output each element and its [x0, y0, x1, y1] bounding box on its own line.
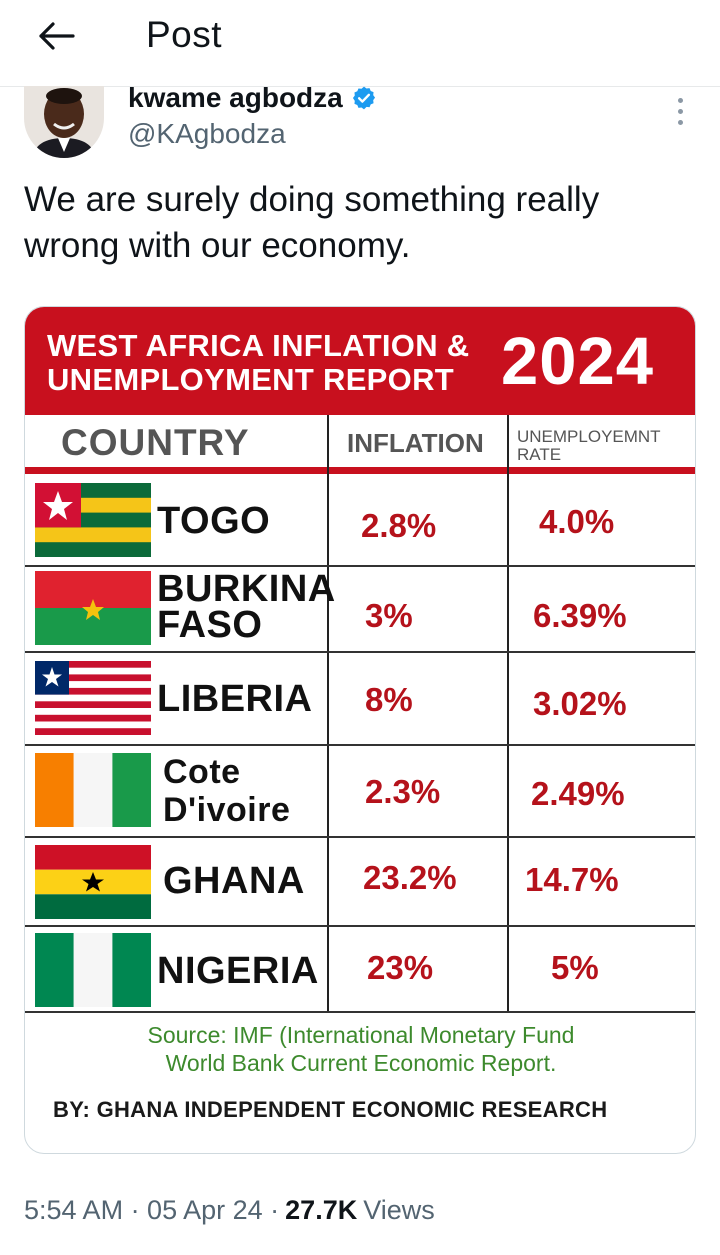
country-name: GHANA — [163, 860, 305, 902]
column-header-country: COUNTRY — [61, 422, 250, 463]
post-text: We are surely doing something really wro… — [24, 180, 600, 265]
inflation-value: 2.8% — [361, 507, 437, 544]
header-divider — [0, 86, 720, 87]
source-note: Source: IMF (International Monetary Fund… — [25, 1021, 695, 1077]
row-divider — [25, 925, 695, 927]
post-timestamp[interactable]: 5:54 AM · 05 Apr 24 · — [24, 1195, 280, 1225]
unemployment-value: 4.0% — [539, 503, 615, 540]
source-line2: World Bank Current Economic Report. — [165, 1050, 557, 1076]
burkina-faso-flag-icon — [35, 571, 151, 645]
row-divider — [25, 744, 695, 746]
infographic-title: WEST AFRICA INFLATION & UNEMPLOYMENT REP… — [47, 329, 469, 397]
unemployment-value: 6.39% — [533, 597, 627, 634]
column-header-unemployment: UNEMPLOYEMNT RATE — [517, 427, 695, 464]
avatar[interactable] — [24, 86, 104, 158]
more-options-button[interactable] — [664, 94, 696, 128]
views-label: Views — [363, 1195, 435, 1225]
country-name: NIGERIA — [157, 950, 319, 992]
author-name[interactable]: kwame agbodza — [128, 82, 343, 113]
infographic-byline: BY: GHANA INDEPENDENT ECONOMIC RESEARCH — [53, 1097, 608, 1122]
column-divider — [327, 415, 329, 1013]
country-name: Cote D'ivoire — [163, 753, 290, 829]
post-image[interactable]: WEST AFRICA INFLATION & UNEMPLOYMENT REP… — [24, 306, 696, 1154]
post-meta: 5:54 AM · 05 Apr 24 · 27.7K Views — [24, 1195, 435, 1226]
cote-divoire-flag-icon — [35, 753, 151, 827]
avatar-image — [24, 86, 104, 158]
column-header-unemployment-line2: RATE — [517, 445, 562, 464]
row-divider — [25, 565, 695, 567]
inflation-value: 2.3% — [365, 773, 441, 810]
country-name-line1: Cote — [163, 753, 241, 791]
top-bar: Post — [0, 0, 720, 76]
unemployment-value: 5% — [551, 949, 599, 986]
author-name-row[interactable]: kwame agbodza — [128, 82, 377, 114]
inflation-value: 23% — [367, 949, 434, 986]
author-handle[interactable]: @KAgbodza — [128, 118, 286, 149]
togo-flag-icon — [35, 483, 151, 557]
page-title: Post — [146, 14, 223, 55]
column-header-unemployment-line1: UNEMPLOYEMNT — [517, 427, 661, 446]
unemployment-value: 2.49% — [531, 775, 625, 812]
ghana-flag-icon — [35, 845, 151, 919]
more-dot-icon — [677, 97, 683, 103]
country-name-line1: BURKINA — [157, 568, 336, 610]
infographic-title-line2: UNEMPLOYMENT REPORT — [47, 362, 454, 397]
row-divider — [25, 836, 695, 838]
inflation-value: 8% — [365, 681, 413, 718]
column-divider — [507, 415, 509, 1013]
infographic-year: 2024 — [501, 324, 655, 399]
country-name: LIBERIA — [157, 678, 313, 720]
back-button[interactable] — [30, 12, 82, 60]
country-name: BURKINA FASO — [157, 568, 336, 646]
liberia-flag-icon — [35, 661, 151, 735]
column-header-inflation: INFLATION — [347, 428, 484, 458]
row-divider — [25, 651, 695, 653]
nigeria-flag-icon — [35, 933, 151, 1007]
more-dot-icon — [677, 108, 683, 114]
header-red-rule — [25, 467, 695, 474]
inflation-value: 3% — [365, 597, 413, 634]
infographic-banner: WEST AFRICA INFLATION & UNEMPLOYMENT REP… — [25, 307, 695, 415]
inflation-value: 23.2% — [363, 859, 457, 896]
views-count: 27.7K — [285, 1195, 358, 1225]
unemployment-value: 14.7% — [525, 861, 619, 898]
source-line1: Source: IMF (International Monetary Fund — [147, 1022, 575, 1048]
unemployment-value: 3.02% — [533, 685, 627, 722]
arrow-left-icon — [39, 22, 75, 50]
country-name: TOGO — [157, 500, 271, 542]
more-dot-icon — [677, 119, 683, 125]
country-name-line2: D'ivoire — [163, 791, 291, 829]
infographic-title-line1: WEST AFRICA INFLATION & — [47, 328, 470, 363]
country-name-line2: FASO — [157, 604, 263, 646]
row-divider — [25, 1011, 695, 1013]
verified-badge-icon — [352, 86, 375, 110]
